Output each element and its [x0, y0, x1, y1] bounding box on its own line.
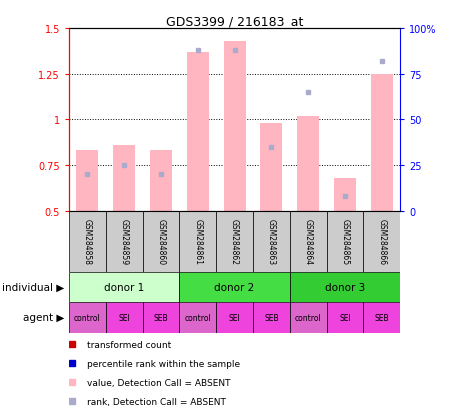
Bar: [289, 302, 326, 333]
Bar: [186, 52, 208, 211]
Text: GSM284863: GSM284863: [266, 218, 275, 265]
Bar: [370, 74, 392, 211]
Bar: [216, 302, 252, 333]
Bar: [76, 151, 98, 211]
Text: GSM284860: GSM284860: [156, 218, 165, 265]
Bar: [179, 211, 216, 272]
Bar: [289, 211, 326, 272]
Bar: [69, 211, 106, 272]
Text: SEB: SEB: [263, 313, 278, 322]
Bar: [69, 272, 179, 302]
Text: GSM284864: GSM284864: [303, 218, 312, 265]
Text: percentile rank within the sample: percentile rank within the sample: [87, 359, 240, 368]
Bar: [179, 302, 216, 333]
Text: individual ▶: individual ▶: [2, 282, 64, 292]
Bar: [142, 302, 179, 333]
Bar: [363, 302, 399, 333]
Text: donor 3: donor 3: [324, 282, 364, 292]
Text: SEI: SEI: [338, 313, 350, 322]
Text: control: control: [184, 313, 211, 322]
Bar: [363, 211, 399, 272]
Bar: [297, 116, 319, 211]
Bar: [289, 272, 399, 302]
Bar: [142, 211, 179, 272]
Text: transformed count: transformed count: [87, 340, 171, 349]
Bar: [252, 211, 289, 272]
Text: GSM284865: GSM284865: [340, 218, 349, 265]
Bar: [223, 42, 245, 211]
Text: SEI: SEI: [228, 313, 240, 322]
Bar: [252, 302, 289, 333]
Text: GSM284862: GSM284862: [230, 219, 239, 265]
Bar: [150, 151, 172, 211]
Title: GDS3399 / 216183_at: GDS3399 / 216183_at: [166, 15, 302, 28]
Text: agent ▶: agent ▶: [23, 313, 64, 323]
Bar: [333, 178, 355, 211]
Text: value, Detection Call = ABSENT: value, Detection Call = ABSENT: [87, 378, 230, 387]
Bar: [69, 302, 106, 333]
Bar: [106, 211, 142, 272]
Bar: [216, 211, 252, 272]
Text: control: control: [294, 313, 321, 322]
Bar: [113, 146, 135, 211]
Bar: [260, 124, 282, 211]
Bar: [179, 272, 289, 302]
Bar: [326, 211, 363, 272]
Text: SEB: SEB: [153, 313, 168, 322]
Text: donor 2: donor 2: [214, 282, 254, 292]
Bar: [106, 302, 142, 333]
Text: GSM284858: GSM284858: [83, 219, 92, 265]
Text: control: control: [74, 313, 101, 322]
Text: GSM284861: GSM284861: [193, 219, 202, 265]
Text: SEI: SEI: [118, 313, 130, 322]
Text: SEB: SEB: [374, 313, 388, 322]
Bar: [326, 302, 363, 333]
Text: GSM284866: GSM284866: [376, 218, 386, 265]
Text: rank, Detection Call = ABSENT: rank, Detection Call = ABSENT: [87, 397, 226, 406]
Text: donor 1: donor 1: [104, 282, 144, 292]
Text: GSM284859: GSM284859: [119, 218, 129, 265]
